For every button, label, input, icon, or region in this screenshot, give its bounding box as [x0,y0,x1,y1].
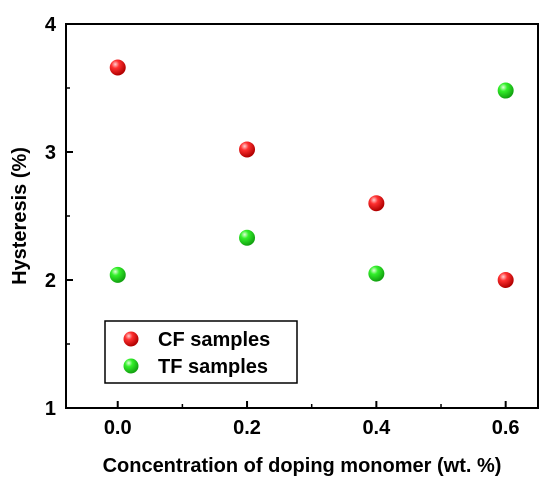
tf-data-point [109,266,126,283]
legend-marker-tf [123,358,139,374]
cf-data-point [497,272,514,288]
legend-label-tf: TF samples [158,356,268,378]
x-tick-label: 0.6 [492,417,520,439]
tf-data-point [497,82,514,99]
y-axis-label: Hysteresis (%) [9,147,31,285]
legend-label-cf: CF samples [158,329,270,351]
y-tick-label: 2 [45,270,56,292]
cf-data-point [368,195,385,212]
y-tick-label: 1 [45,398,56,420]
y-tick-label: 4 [45,14,57,36]
x-tick-label: 0.4 [362,417,391,439]
cf-data-point [239,141,256,158]
legend-marker-cf [123,331,139,347]
x-axis-ticks: 0.0 0.2 0.4 0.6 [104,401,520,439]
x-axis-label: Concentration of doping monomer (wt. %) [103,455,502,477]
y-axis-ticks: 1 2 3 4 [45,14,73,420]
y-tick-label: 3 [45,142,56,164]
tf-data-point [368,265,385,282]
cf-data-point [109,59,126,76]
tf-data-point [239,229,256,246]
x-tick-label: 0.0 [104,417,132,439]
data-points [109,59,514,288]
legend-box [104,320,298,384]
legend: CF samples TF samples [104,320,298,384]
x-tick-label: 0.2 [233,417,261,439]
